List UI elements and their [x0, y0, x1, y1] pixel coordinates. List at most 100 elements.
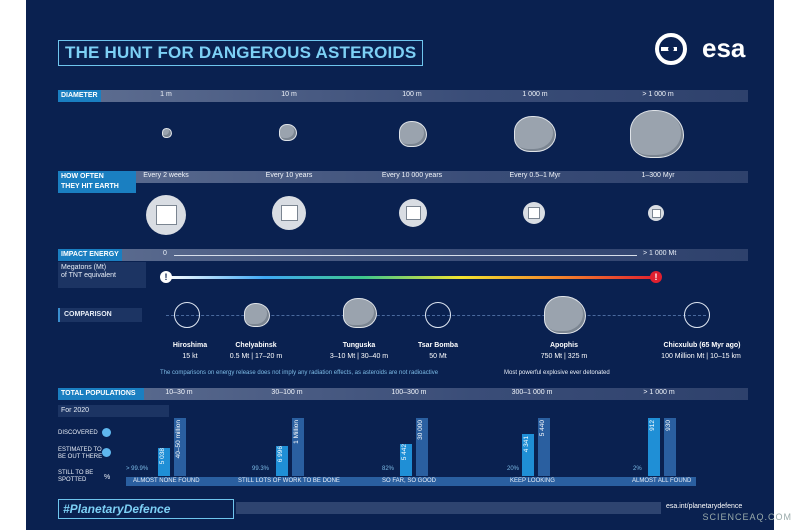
row-label-percent: %: [104, 474, 111, 481]
populations-year: For 2020: [58, 405, 169, 417]
population-range-3: 100–300 m: [391, 389, 427, 396]
comparison-name-chelyabinsk: Chelyabinsk: [235, 342, 277, 349]
poster-title: THE HUNT FOR DANGEROUS ASTEROIDS: [58, 40, 424, 66]
population-range-2: 30–100 m: [271, 389, 303, 396]
comparison-value-tunguska: 3–10 Mt | 30–40 m: [329, 353, 389, 360]
discovered-bar-2: [276, 446, 288, 476]
calendar-icon-3: [399, 199, 427, 227]
asteroid-1000m-icon: [514, 116, 556, 152]
estimated-value-4: 5 440: [539, 420, 546, 437]
status-4: KEEP LOOKING: [510, 478, 555, 484]
warning-low-icon: !: [160, 271, 172, 283]
row-label-spotted-2: SPOTTED: [58, 477, 87, 483]
row-label-estimated-1: ESTIMATED TO: [58, 447, 102, 453]
estimated-asteroid-icon: [102, 448, 111, 457]
diameter-band: [58, 90, 748, 102]
spotted-pct-4: 20%: [507, 466, 520, 472]
bomb-icon: [174, 302, 200, 328]
frequency-label-line2: THEY HIT EARTH: [61, 183, 119, 190]
estimated-value-3: 30 000: [417, 420, 424, 440]
comparison-label: COMPARISON: [64, 311, 112, 318]
estimated-value-5: 930: [665, 420, 672, 431]
comparison-value-hiroshima: 15 kt: [182, 353, 198, 360]
frequency-tick-1: Every 2 weeks: [143, 172, 189, 179]
comparison-name-chicxulub: Chicxulub (65 Myr ago): [663, 342, 741, 349]
row-label-discovered: DISCOVERED: [58, 430, 98, 436]
footer-url[interactable]: esa.int/planetarydefence: [666, 503, 743, 510]
discovered-value-3: 5 442: [401, 444, 408, 461]
diameter-tick-4: 1 000 m: [522, 91, 548, 98]
frequency-label-line1: HOW OFTEN: [61, 173, 104, 180]
dinosaur-icon: [684, 302, 710, 328]
asteroid-apophis-icon: [544, 296, 586, 334]
discovered-value-2: 6 996: [277, 446, 284, 463]
spotted-bar-track: [126, 477, 696, 486]
comparison-note-explosive: Most powerful explosive ever detonated: [504, 370, 610, 376]
estimated-value-1: 40–50 million: [175, 420, 182, 459]
asteroid-100m-icon: [399, 121, 427, 147]
estimated-bar-1: [174, 418, 186, 476]
asteroid-tunguska-icon: [343, 298, 377, 328]
comparison-name-tsar-bomba: Tsar Bomba: [418, 342, 458, 349]
estimated-bar-3: [416, 418, 428, 476]
populations-band: [58, 388, 748, 400]
populations-label: TOTAL POPULATIONS: [58, 388, 144, 400]
calendar-icon-5: [648, 205, 664, 221]
diameter-tick-3: 100 m: [402, 91, 422, 98]
comparison-value-chicxulub: 100 Million Mt | 10–15 km: [661, 353, 741, 360]
infographic-poster: THE HUNT FOR DANGEROUS ASTEROIDS esa DIA…: [26, 0, 774, 530]
warning-high-icon: !: [650, 271, 662, 283]
population-range-5: > 1 000 m: [643, 389, 675, 396]
comparison-value-chelyabinsk: 0.5 Mt | 17–20 m: [229, 353, 283, 360]
impact-arrow-line: [174, 255, 637, 256]
calendar-icon-1: [146, 195, 186, 235]
frequency-tick-2: Every 10 years: [265, 172, 313, 179]
status-3: SO FAR, SO GOOD: [382, 478, 437, 484]
spotted-pct-2: 99.3%: [252, 466, 270, 472]
discovered-bar-4: [522, 434, 534, 476]
calendar-icon-2: [272, 196, 306, 230]
comparison-name-hiroshima: Hiroshima: [172, 342, 208, 349]
hashtag-label: #PlanetaryDefence: [58, 499, 234, 519]
impact-start-value: 0: [163, 250, 167, 257]
asteroid-large-icon: [630, 110, 684, 158]
comparison-note-radiation: The comparisons on energy release does n…: [160, 370, 439, 376]
comparison-value-tsar-bomba: 50 Mt: [429, 353, 447, 360]
frequency-band: [58, 171, 748, 183]
frequency-label: HOW OFTEN THEY HIT EARTH: [58, 171, 136, 193]
diameter-label: DIAMETER: [58, 90, 101, 102]
frequency-tick-4: Every 0.5–1 Myr: [509, 172, 561, 179]
diameter-tick-2: 10 m: [281, 91, 297, 98]
tsar-bomb-icon: [425, 302, 451, 328]
estimated-value-2: 1 Million: [293, 420, 300, 444]
comparison-name-apophis: Apophis: [550, 342, 578, 349]
impact-unit-box: Megatons (Mt) of TNT equivalent: [58, 262, 146, 288]
impact-label: IMPACT ENERGY: [58, 249, 122, 261]
impact-end-value: > 1 000 Mt: [643, 250, 677, 257]
population-range-1: 10–30 m: [165, 389, 193, 396]
comparison-value-apophis: 750 Mt | 325 m: [540, 353, 588, 360]
asteroid-chelyabinsk-icon: [244, 303, 270, 327]
estimated-bar-4: [538, 418, 550, 476]
status-5: ALMOST ALL FOUND: [632, 478, 692, 484]
impact-unit-line1: Megatons (Mt): [61, 264, 107, 271]
spotted-pct-1: > 99.9%: [126, 466, 149, 472]
diameter-tick-5: > 1 000 m: [642, 91, 674, 98]
impact-unit-line2: of TNT equivalent: [61, 272, 116, 279]
diameter-tick-1: 1 m: [160, 91, 172, 98]
energy-gradient-bar: [167, 276, 657, 279]
comparison-name-tunguska: Tunguska: [342, 342, 376, 349]
frequency-tick-3: Every 10 000 years: [381, 172, 443, 179]
status-2: STILL LOTS OF WORK TO BE DONE: [238, 478, 340, 484]
calendar-icon-4: [523, 202, 545, 224]
status-1: ALMOST NONE FOUND: [133, 478, 200, 484]
asteroid-1m-icon: [162, 128, 172, 138]
discovered-value-1: 5 038: [159, 448, 166, 465]
spotted-pct-3: 82%: [382, 466, 395, 472]
discovered-bar-1: [158, 448, 170, 476]
image-credit: SCIENCEAQ.COM: [702, 512, 792, 522]
discovered-value-4: 4 341: [523, 436, 530, 453]
asteroid-10m-icon: [279, 124, 297, 141]
comparison-label-box: COMPARISON: [58, 308, 142, 322]
frequency-tick-5: 1–300 Myr: [641, 172, 675, 179]
